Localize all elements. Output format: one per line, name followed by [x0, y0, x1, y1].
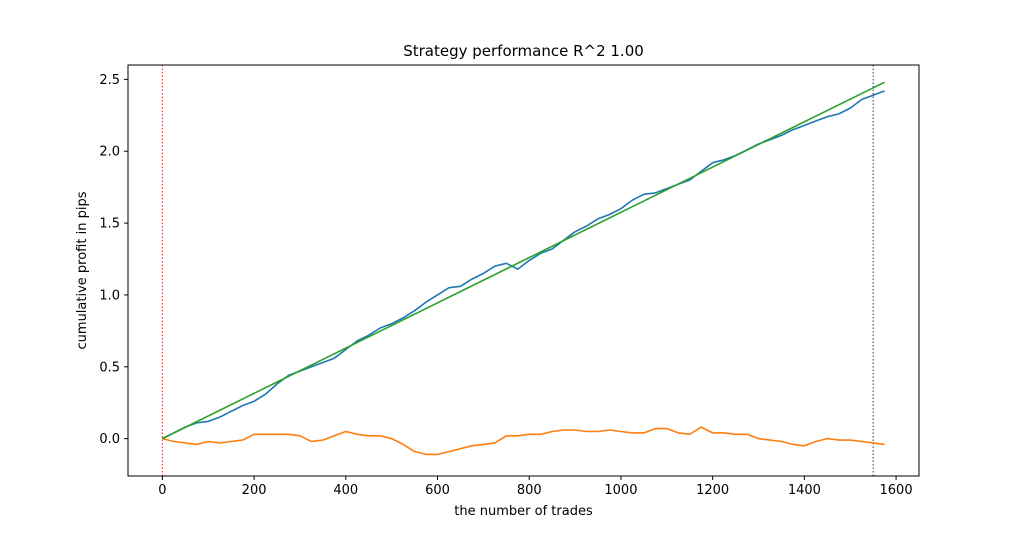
axes-frame	[127, 64, 920, 477]
x-tick-label: 800	[517, 483, 542, 498]
axis-ticks: 0 200 400 600 800 1000 1200 1400 1600 0.0 0.5 1.0 1.…	[99, 73, 912, 498]
y-tick-label: 2.5	[99, 73, 120, 88]
y-tick-label: 0.5	[99, 360, 120, 375]
x-axis-label: the number of trades	[454, 504, 593, 519]
y-tick-label: 1.0	[99, 288, 120, 303]
series-line-2	[162, 81, 885, 440]
x-tick-label: 600	[425, 483, 450, 498]
x-tick-label: 1400	[788, 483, 821, 498]
plot-area	[161, 65, 885, 476]
x-tick-label: 1200	[696, 483, 729, 498]
x-tick-label: 200	[242, 483, 267, 498]
y-axis-label: cumulative profit in pips	[75, 191, 90, 349]
x-tick-label: 0	[158, 483, 166, 498]
y-tick-label: 0.0	[99, 432, 120, 447]
y-tick-label: 2.0	[99, 145, 120, 160]
series-line-1	[162, 426, 885, 456]
x-tick-label: 400	[333, 483, 358, 498]
x-tick-label: 1600	[880, 483, 913, 498]
y-tick-label: 1.5	[99, 217, 120, 232]
x-tick-label: 1000	[604, 483, 637, 498]
chart-title: Strategy performance R^2 1.00	[403, 42, 644, 60]
